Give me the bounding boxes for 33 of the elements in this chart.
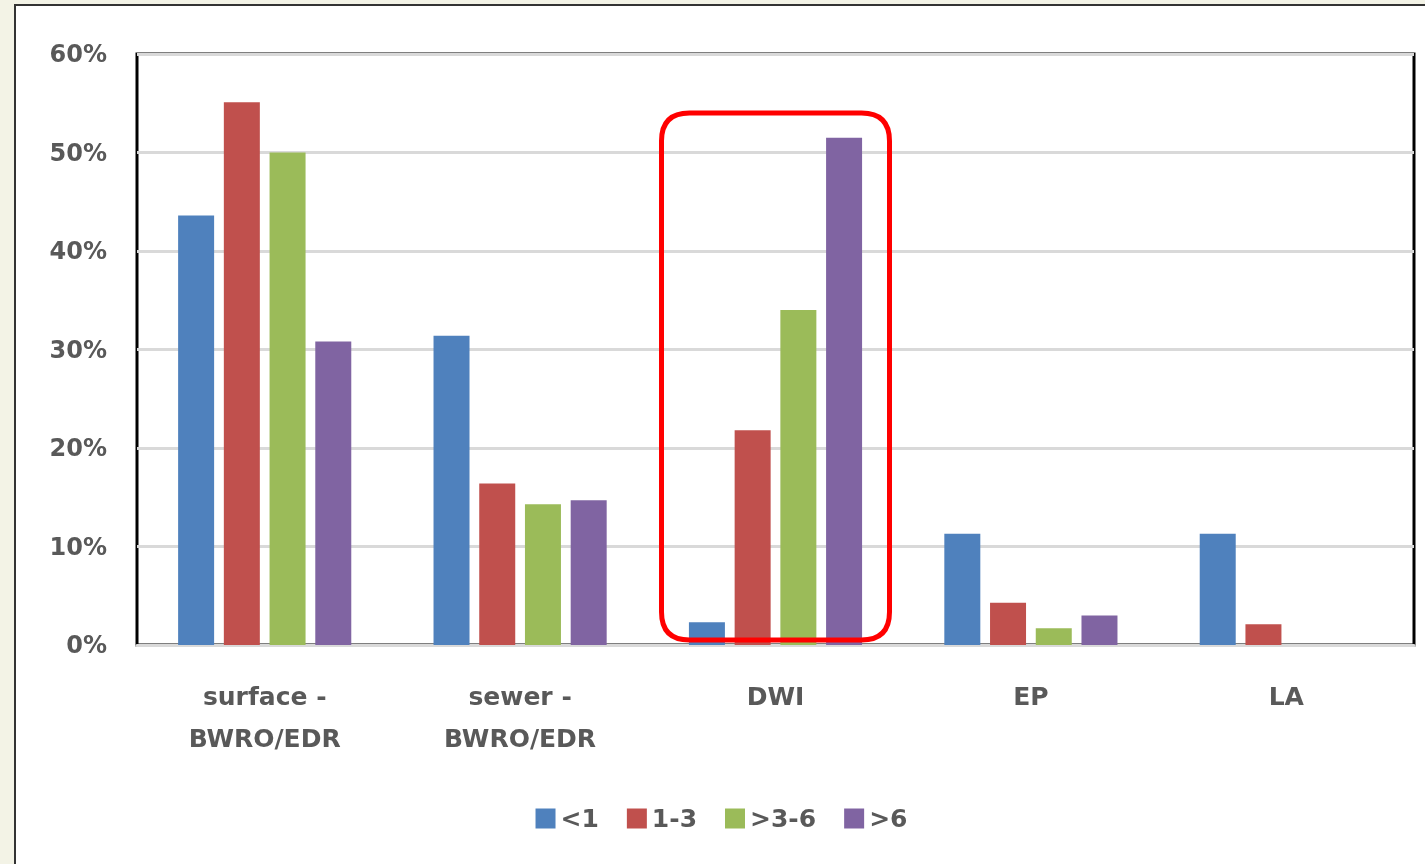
- bar: [990, 602, 1027, 645]
- bar: [826, 137, 863, 645]
- y-tick-label: 10%: [49, 532, 107, 561]
- x-tick-label: surface - BWRO/EDR: [188, 681, 341, 753]
- legend-label: 1-3: [651, 804, 698, 833]
- bar: [269, 152, 306, 645]
- bar: [1199, 533, 1236, 645]
- bar: [524, 504, 561, 645]
- bar: [178, 215, 215, 645]
- bar: [223, 102, 260, 645]
- legend-label: >6: [869, 804, 908, 833]
- bar: [780, 310, 817, 645]
- x-tick-label: DWI: [746, 681, 805, 711]
- bar: [944, 533, 981, 645]
- bar: [479, 483, 516, 645]
- y-tick-label: 40%: [49, 237, 107, 265]
- y-tick-label: 20%: [49, 434, 107, 462]
- y-tick-label: 50%: [49, 138, 107, 167]
- bar: [734, 430, 771, 645]
- bar: [433, 335, 470, 645]
- x-tick-label: sewer - BWRO/EDR: [444, 681, 597, 753]
- y-tick-label: 30%: [49, 335, 107, 364]
- x-tick-label: LA: [1268, 681, 1305, 711]
- y-tick-label: 0%: [66, 631, 107, 659]
- bar: [1035, 628, 1072, 645]
- legend-label: <1: [560, 804, 599, 833]
- y-tick-label: 60%: [49, 40, 107, 68]
- bar: [315, 341, 352, 645]
- bar: [1081, 615, 1118, 645]
- bar: [1245, 624, 1282, 645]
- legend-label: >3-6: [750, 804, 817, 833]
- x-tick-label: EP: [1013, 681, 1049, 711]
- bar: [570, 500, 607, 645]
